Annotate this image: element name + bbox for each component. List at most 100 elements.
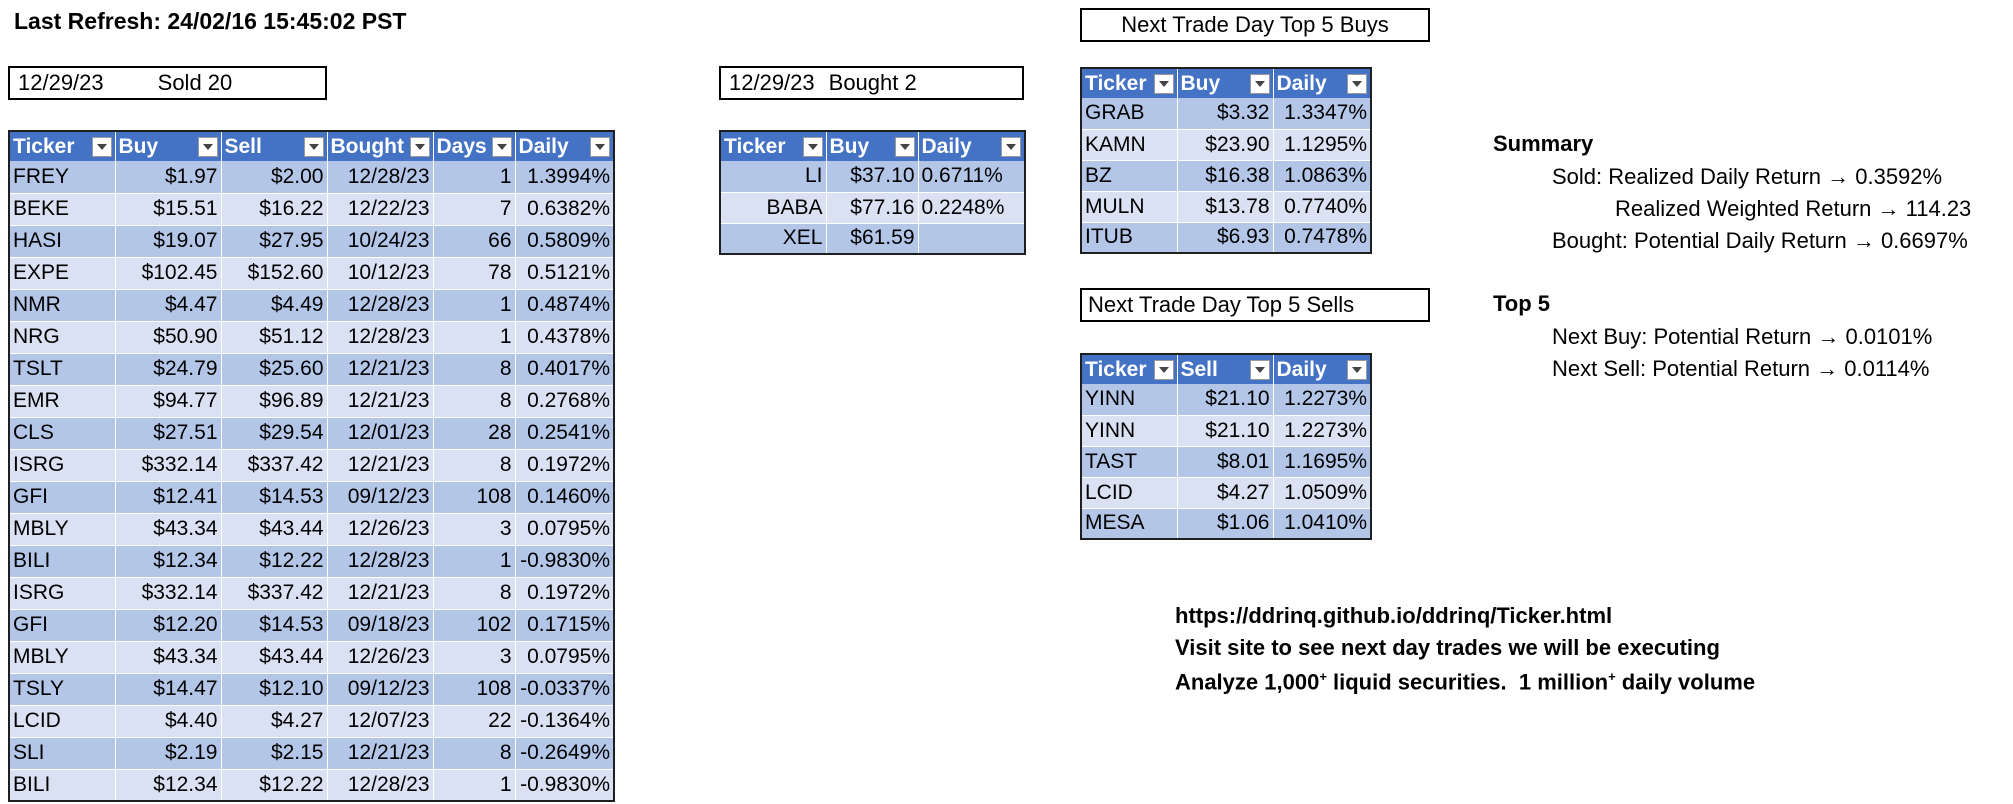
table-cell[interactable]: $19.07 (115, 225, 222, 258)
table-cell[interactable]: YINN (1081, 415, 1178, 447)
site-url-link[interactable]: https://ddrinq.github.io/ddrinq/Ticker.h… (1175, 603, 1613, 628)
table-cell[interactable]: 0.2768% (515, 385, 615, 418)
table-cell[interactable]: 12/07/23 (327, 705, 434, 738)
filter-dropdown-icon[interactable] (91, 137, 112, 157)
table-cell[interactable]: $27.95 (221, 225, 328, 258)
table-cell[interactable]: FREY (9, 161, 116, 194)
table-cell[interactable]: $14.53 (221, 481, 328, 514)
table-cell[interactable]: 12/22/23 (327, 193, 434, 226)
table-cell[interactable]: 12/21/23 (327, 353, 434, 386)
table-cell[interactable]: $77.16 (826, 192, 919, 224)
table-cell[interactable]: 12/21/23 (327, 385, 434, 418)
table-cell[interactable]: $43.34 (115, 513, 222, 546)
filter-dropdown-icon[interactable] (197, 137, 218, 157)
filter-dropdown-icon[interactable] (303, 137, 324, 157)
filter-dropdown-icon[interactable] (590, 137, 610, 157)
table-cell[interactable]: NMR (9, 289, 116, 322)
table-cell[interactable]: TSLT (9, 353, 116, 386)
table-cell[interactable]: 12/28/23 (327, 161, 434, 194)
table-cell[interactable]: TSLY (9, 673, 116, 706)
table-cell[interactable]: BABA (720, 192, 827, 224)
table-cell[interactable]: $8.01 (1177, 446, 1274, 478)
table-cell[interactable]: 0.6382% (515, 193, 615, 226)
table-cell[interactable]: $152.60 (221, 257, 328, 290)
filter-dropdown-icon[interactable] (1153, 360, 1174, 380)
table-cell[interactable]: YINN (1081, 384, 1178, 416)
table-cell[interactable]: MESA (1081, 508, 1178, 540)
table-cell[interactable]: 0.4378% (515, 321, 615, 354)
table-cell[interactable]: $337.42 (221, 449, 328, 482)
table-cell[interactable]: 12/01/23 (327, 417, 434, 450)
table-cell[interactable]: 1.1295% (1273, 129, 1372, 161)
table-cell[interactable]: $3.32 (1177, 98, 1274, 130)
table-cell[interactable]: -0.1364% (515, 705, 615, 738)
table-cell[interactable]: $51.12 (221, 321, 328, 354)
filter-dropdown-icon[interactable] (802, 137, 823, 157)
table-cell[interactable]: 0.5121% (515, 257, 615, 290)
table-cell[interactable]: 0.1715% (515, 609, 615, 642)
table-cell[interactable]: $43.44 (221, 513, 328, 546)
table-cell[interactable]: $13.78 (1177, 191, 1274, 223)
table-cell[interactable]: -0.9830% (515, 769, 615, 802)
col-daily[interactable]: Daily (1273, 68, 1372, 98)
table-cell[interactable] (918, 223, 1026, 255)
table-cell[interactable]: MBLY (9, 641, 116, 674)
table-cell[interactable]: MBLY (9, 513, 116, 546)
table-cell[interactable]: 0.2541% (515, 417, 615, 450)
table-cell[interactable]: $43.34 (115, 641, 222, 674)
table-cell[interactable]: -0.2649% (515, 737, 615, 770)
table-cell[interactable]: 0.5809% (515, 225, 615, 258)
table-cell[interactable]: 12/28/23 (327, 769, 434, 802)
table-cell[interactable]: $94.77 (115, 385, 222, 418)
table-cell[interactable]: 12/28/23 (327, 289, 434, 322)
col-bought[interactable]: Bought (327, 131, 434, 161)
table-cell[interactable]: 1.1695% (1273, 446, 1372, 478)
table-cell[interactable]: $50.90 (115, 321, 222, 354)
table-cell[interactable]: 0.4874% (515, 289, 615, 322)
filter-dropdown-icon[interactable] (1153, 74, 1174, 94)
table-cell[interactable]: 12/21/23 (327, 449, 434, 482)
table-cell[interactable]: 66 (433, 225, 516, 258)
col-daily[interactable]: Daily (515, 131, 615, 161)
table-cell[interactable]: BILI (9, 769, 116, 802)
table-cell[interactable]: 8 (433, 353, 516, 386)
table-cell[interactable]: $337.42 (221, 577, 328, 610)
table-cell[interactable]: ISRG (9, 449, 116, 482)
filter-dropdown-icon[interactable] (409, 137, 430, 157)
table-cell[interactable]: $4.27 (1177, 477, 1274, 509)
col-ticker[interactable]: Ticker (1081, 68, 1178, 98)
table-cell[interactable]: 0.1460% (515, 481, 615, 514)
table-cell[interactable]: 1.0863% (1273, 160, 1372, 192)
filter-dropdown-icon[interactable] (1249, 74, 1270, 94)
table-cell[interactable]: $21.10 (1177, 384, 1274, 416)
table-cell[interactable]: 108 (433, 673, 516, 706)
table-cell[interactable]: 09/12/23 (327, 673, 434, 706)
table-cell[interactable]: $61.59 (826, 223, 919, 255)
table-cell[interactable]: -0.9830% (515, 545, 615, 578)
table-cell[interactable]: 12/28/23 (327, 321, 434, 354)
table-cell[interactable]: $4.49 (221, 289, 328, 322)
table-cell[interactable]: 1.3347% (1273, 98, 1372, 130)
col-daily[interactable]: Daily (918, 131, 1026, 161)
table-cell[interactable]: ITUB (1081, 222, 1178, 254)
table-cell[interactable]: $1.97 (115, 161, 222, 194)
col-daily[interactable]: Daily (1273, 354, 1372, 384)
table-cell[interactable]: $16.22 (221, 193, 328, 226)
table-cell[interactable]: 3 (433, 641, 516, 674)
table-cell[interactable]: BZ (1081, 160, 1178, 192)
table-cell[interactable]: BILI (9, 545, 116, 578)
filter-dropdown-icon[interactable] (1347, 74, 1367, 94)
table-cell[interactable]: $332.14 (115, 577, 222, 610)
table-cell[interactable]: $96.89 (221, 385, 328, 418)
table-cell[interactable]: 1.2273% (1273, 415, 1372, 447)
table-cell[interactable]: $43.44 (221, 641, 328, 674)
table-cell[interactable]: 0.4017% (515, 353, 615, 386)
table-cell[interactable]: 1 (433, 161, 516, 194)
table-cell[interactable]: $14.53 (221, 609, 328, 642)
table-cell[interactable]: $12.34 (115, 769, 222, 802)
table-cell[interactable]: 8 (433, 385, 516, 418)
table-cell[interactable]: 09/12/23 (327, 481, 434, 514)
table-cell[interactable]: $23.90 (1177, 129, 1274, 161)
table-cell[interactable]: 8 (433, 577, 516, 610)
table-cell[interactable]: $1.06 (1177, 508, 1274, 540)
